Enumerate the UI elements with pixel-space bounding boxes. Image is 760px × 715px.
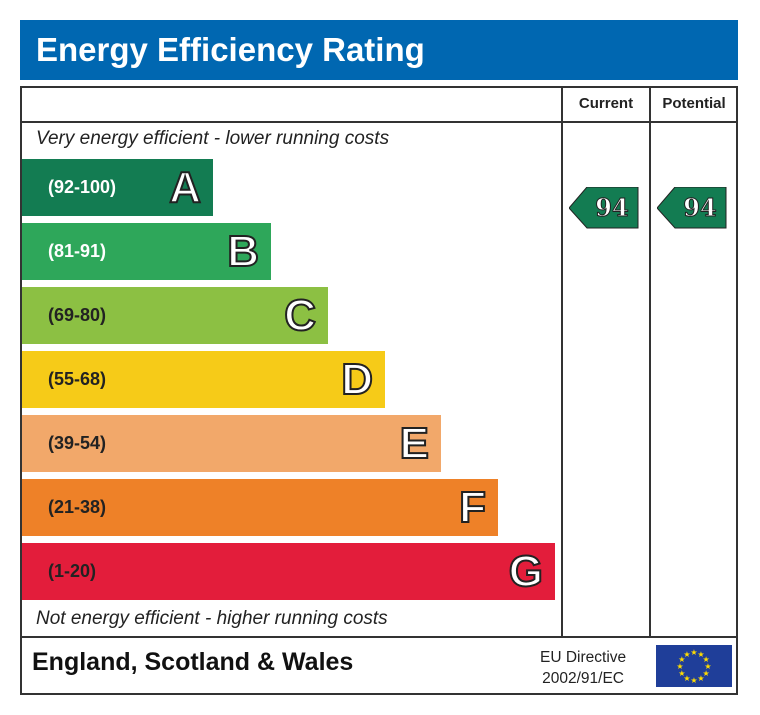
chart-title: Energy Efficiency Rating xyxy=(20,20,738,80)
band-range: (81-91) xyxy=(48,241,107,261)
star-icon: ★ xyxy=(690,648,697,657)
band-letter: G xyxy=(508,546,544,597)
star-icon: ★ xyxy=(704,662,711,671)
star-icon: ★ xyxy=(703,669,710,678)
band-bar-e: (39-54) E xyxy=(22,415,441,472)
current-rating-value: 94 xyxy=(595,193,629,223)
star-icon: ★ xyxy=(697,650,704,659)
band-letter: E xyxy=(399,418,430,469)
chart-frame xyxy=(20,86,738,695)
potential-rating-value: 94 xyxy=(683,193,717,223)
top-note: Very energy efficient - lower running co… xyxy=(36,128,390,149)
band-letter: D xyxy=(340,354,374,405)
band-bar-g: (1-20) G xyxy=(22,543,555,600)
potential-rating-arrow: 94 xyxy=(657,187,727,229)
bottom-note: Not energy efficient - higher running co… xyxy=(36,608,388,629)
footer-divider xyxy=(20,636,738,638)
band-range: (21-38) xyxy=(48,497,107,517)
potential-column-header: Potential xyxy=(662,95,726,112)
eu-flag-icon: ★ ★ ★ ★ ★ ★ ★ ★ ★ ★ ★ ★ xyxy=(656,645,732,687)
star-icon: ★ xyxy=(683,650,690,659)
star-icon: ★ xyxy=(676,662,683,671)
current-rating-arrow: 94 xyxy=(569,187,639,229)
column-divider xyxy=(649,86,651,638)
directive-line-2: 2002/91/EC xyxy=(542,670,624,687)
star-icon: ★ xyxy=(683,674,690,683)
band-bar-d: (55-68) D xyxy=(22,351,385,408)
star-icon: ★ xyxy=(690,676,697,685)
star-icon: ★ xyxy=(697,674,704,683)
band-range: (69-80) xyxy=(48,305,107,325)
column-divider xyxy=(561,86,563,638)
band-range: (55-68) xyxy=(48,369,107,389)
star-icon: ★ xyxy=(678,655,685,664)
header-divider xyxy=(20,121,738,123)
current-column-header: Current xyxy=(578,95,634,112)
star-icon: ★ xyxy=(703,655,710,664)
band-range: (92-100) xyxy=(48,177,117,197)
region-label: England, Scotland & Wales xyxy=(32,648,354,676)
star-icon: ★ xyxy=(678,669,685,678)
band-bar-a: (92-100) A xyxy=(22,159,213,216)
band-letter: F xyxy=(458,482,487,533)
band-bar-f: (21-38) F xyxy=(22,479,498,536)
band-range: (1-20) xyxy=(48,561,97,581)
band-range: (39-54) xyxy=(48,433,107,453)
band-letter: A xyxy=(168,162,202,213)
band-bar-c: (69-80) C xyxy=(22,287,328,344)
band-bar-b: (81-91) B xyxy=(22,223,271,280)
band-letter: B xyxy=(226,226,260,277)
band-letter: C xyxy=(283,290,317,341)
directive-line-1: EU Directive xyxy=(540,649,627,666)
eu-directive: EU Directive 2002/91/EC xyxy=(540,647,626,689)
